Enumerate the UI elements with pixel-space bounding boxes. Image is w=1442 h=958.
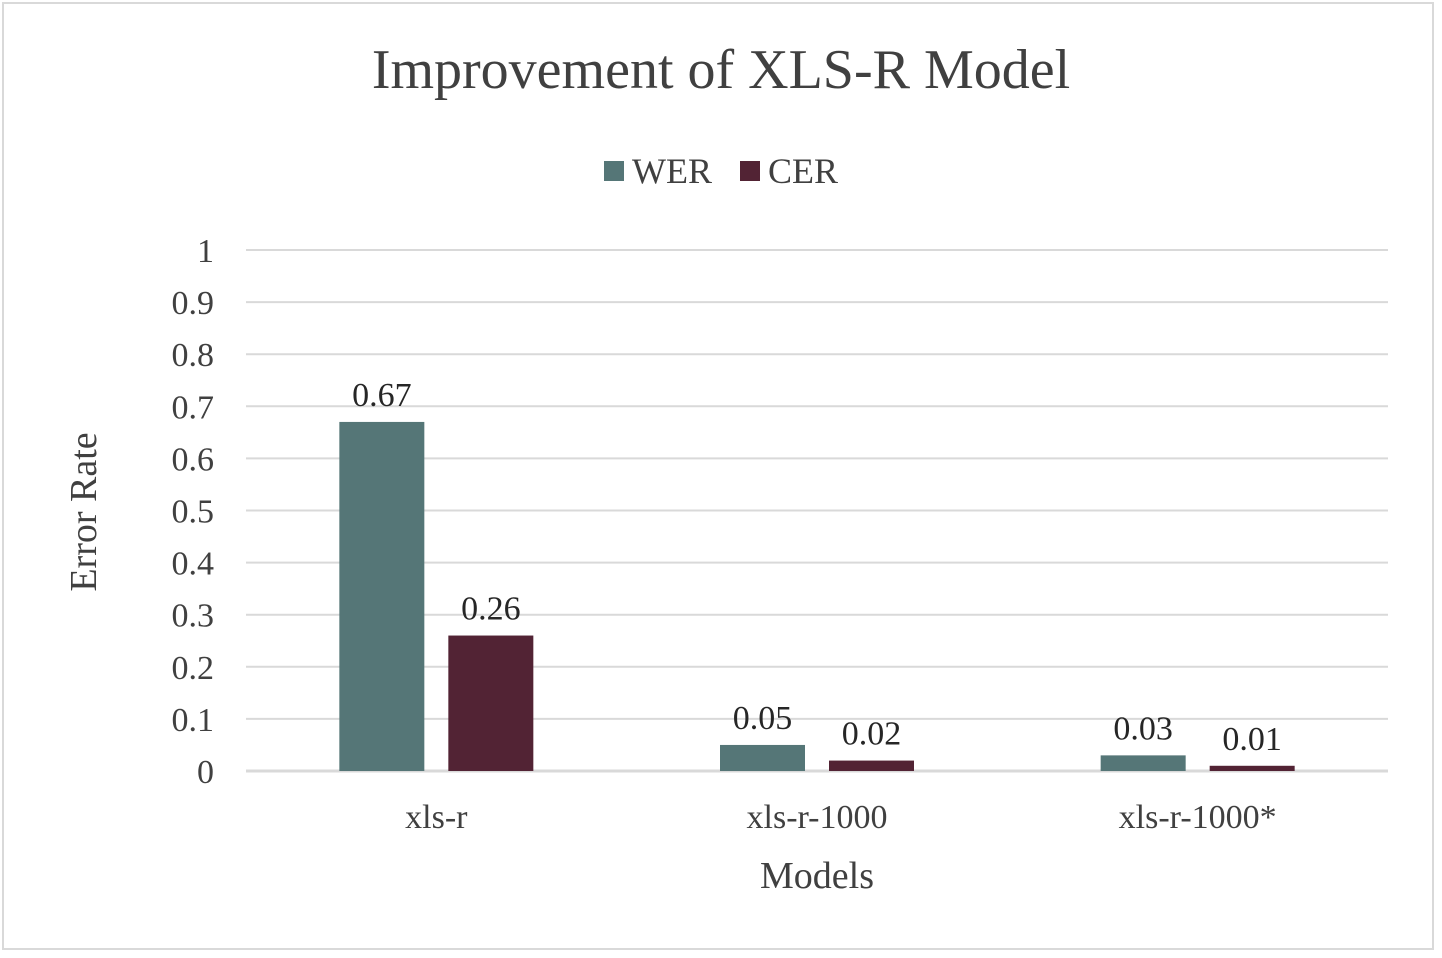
x-tick-label-xls-r-1000: xls-r-1000 [747, 799, 888, 836]
chart-title: Improvement of XLS-R Model [371, 39, 1071, 101]
y-tick-label: 0.3 [172, 598, 215, 635]
data-label-cer-xls-r-1000: 0.02 [842, 716, 902, 753]
y-tick-label: 0 [197, 754, 214, 791]
data-label-cer-xls-r: 0.26 [461, 591, 521, 628]
data-label-wer-xls-r-1000*: 0.03 [1113, 710, 1173, 747]
y-tick-label: 0.7 [172, 389, 215, 426]
bar-cer-xls-r-1000 [829, 760, 914, 771]
gridlines [246, 249, 1388, 773]
bar-wer-xls-r-1000 [720, 744, 805, 771]
bar-wer-xls-r [339, 421, 425, 771]
x-tick-label-xls-r-1000*: xls-r-1000* [1119, 799, 1277, 836]
bar-cer-xls-r [448, 635, 534, 771]
legend-label-cer: CER [767, 151, 838, 191]
y-axis-title: Error Rate [63, 432, 105, 591]
y-tick-label: 0.8 [172, 337, 215, 374]
x-axis-title: Models [760, 855, 874, 897]
x-tick-label-xls-r: xls-r [405, 799, 468, 836]
x-axis-ticks: xls-r xls-r-1000 xls-r-1000* [405, 799, 1276, 836]
y-tick-label: 0.6 [172, 441, 215, 478]
data-label-wer-xls-r: 0.67 [352, 377, 412, 414]
bar-cer-xls-r-1000* [1209, 765, 1295, 771]
legend-item-wer: WER [604, 150, 712, 192]
bars [339, 421, 1295, 771]
legend-swatch-cer [739, 161, 760, 181]
data-labels: 0.67 0.26 0.05 0.02 0.03 0.01 [352, 377, 1282, 758]
y-tick-label: 1 [197, 233, 214, 270]
data-label-wer-xls-r-1000: 0.05 [733, 700, 793, 737]
y-axis-ticks: 0 0.1 0.2 0.3 0.4 0.5 0.6 0.7 0.8 0.9 1 [172, 233, 215, 791]
legend-label-wer: WER [632, 151, 712, 191]
y-tick-label: 0.9 [172, 285, 215, 322]
y-tick-label: 0.4 [172, 546, 215, 583]
legend-item-cer: CER [739, 150, 838, 192]
bar-wer-xls-r-1000* [1100, 755, 1186, 771]
legend-swatch-wer [604, 161, 624, 181]
data-label-cer-xls-r-1000*: 0.01 [1222, 721, 1282, 758]
y-tick-label: 0.1 [172, 702, 215, 739]
chart-legend: WER CER [0, 150, 1442, 192]
y-tick-label: 0.2 [172, 650, 215, 687]
y-tick-label: 0.5 [172, 494, 215, 531]
